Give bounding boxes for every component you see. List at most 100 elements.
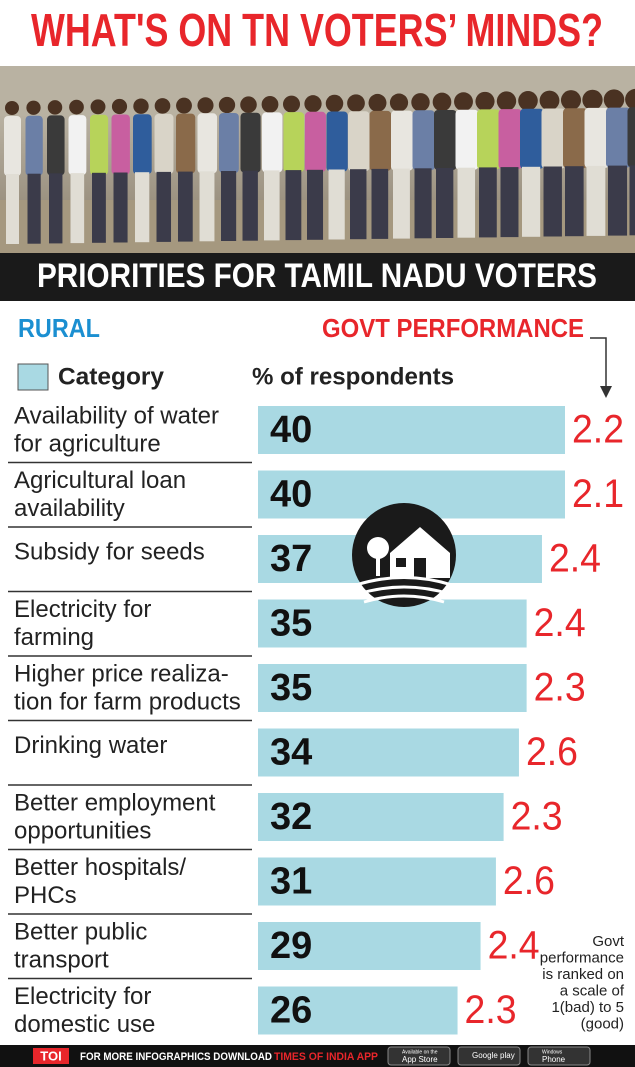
person-body xyxy=(262,112,283,173)
person-body xyxy=(348,111,370,172)
person-head xyxy=(347,94,365,113)
person-body xyxy=(326,111,348,172)
brand-box xyxy=(33,1048,69,1064)
house-icon xyxy=(352,503,456,607)
footer-brand: TOI xyxy=(40,1048,61,1063)
category-label: Better hospitals/ xyxy=(14,854,186,881)
category-label: Higher price realiza- xyxy=(14,660,229,687)
person-body xyxy=(176,113,196,174)
govt-performance-value: 2.4 xyxy=(549,537,601,581)
bar xyxy=(258,857,496,906)
person-legs xyxy=(414,168,432,239)
govt-performance-value: 2.6 xyxy=(526,730,578,774)
category-label: availability xyxy=(14,495,125,522)
person-head xyxy=(154,98,171,114)
person-legs xyxy=(608,165,628,236)
govt-performance-value: 2.4 xyxy=(534,601,586,645)
category-label: PHCs xyxy=(14,882,77,909)
bar xyxy=(258,664,527,712)
person-legs xyxy=(629,165,635,236)
govt-performance-value: 2.1 xyxy=(572,472,624,516)
person-head xyxy=(197,97,214,114)
person-head xyxy=(90,99,106,115)
person-head xyxy=(325,94,344,113)
bar xyxy=(258,793,504,841)
person-head xyxy=(603,89,625,110)
category-label: Better employment xyxy=(14,789,216,816)
category-label: Electricity for xyxy=(14,596,151,623)
footer-text: FOR MORE INFOGRAPHICS DOWNLOAD xyxy=(80,1051,272,1063)
category-label: Availability of water xyxy=(14,402,219,429)
person-head xyxy=(475,91,495,111)
arrow xyxy=(590,337,607,390)
bar-value-label: 29 xyxy=(270,925,312,967)
govt-performance-value: 2.6 xyxy=(503,859,555,903)
category-label: opportunities xyxy=(14,817,151,844)
app-badge-label: App Store xyxy=(402,1055,438,1064)
person-legs xyxy=(457,167,476,238)
bar xyxy=(258,922,481,970)
person-head xyxy=(133,98,149,114)
category-label: for agriculture xyxy=(14,430,161,457)
person-legs xyxy=(371,168,389,239)
person-body xyxy=(4,116,21,176)
person-body xyxy=(133,114,152,175)
app-badge xyxy=(457,1046,521,1066)
person-body xyxy=(68,115,87,176)
person-head xyxy=(5,101,19,115)
person-body xyxy=(369,110,392,171)
person-head xyxy=(582,89,603,111)
person-head xyxy=(368,93,387,112)
person-body xyxy=(154,113,174,174)
person-legs xyxy=(328,169,345,240)
person-legs xyxy=(479,167,497,238)
person-head xyxy=(432,92,452,112)
person-body xyxy=(391,110,414,171)
person-body xyxy=(219,113,239,173)
person-legs xyxy=(113,172,128,243)
bar xyxy=(258,599,527,648)
person-body xyxy=(305,111,326,172)
person-body xyxy=(477,109,501,170)
bar-value-label: 40 xyxy=(270,474,312,516)
legend-swatch xyxy=(17,363,49,391)
person-head xyxy=(282,95,301,113)
person-body xyxy=(283,112,305,173)
person-body xyxy=(240,112,261,173)
note-line: is ranked on xyxy=(542,966,624,983)
govt-performance-value: 2.3 xyxy=(465,988,517,1032)
arrow-head xyxy=(600,386,612,398)
person-body xyxy=(25,115,43,176)
bar-value-label: 35 xyxy=(270,603,312,645)
person-head xyxy=(539,90,560,111)
bar xyxy=(258,728,519,777)
person-body xyxy=(563,108,588,169)
legend-label: Category xyxy=(58,363,165,390)
govt-performance-header: GOVT PERFORMANCE xyxy=(322,313,584,343)
person-body xyxy=(90,114,109,175)
person-head xyxy=(47,100,63,115)
person-body xyxy=(455,109,479,170)
app-badge-label: Google play xyxy=(472,1051,515,1060)
category-label: farming xyxy=(14,624,94,651)
bar-value-label: 34 xyxy=(270,732,312,774)
person-legs xyxy=(350,169,367,240)
person-legs xyxy=(6,174,19,244)
person-legs xyxy=(307,169,324,240)
person-body xyxy=(541,108,566,169)
note-line: performance xyxy=(540,949,624,966)
bar-value-label: 32 xyxy=(270,796,312,838)
govt-performance-value: 2.3 xyxy=(534,666,586,710)
person-head xyxy=(218,96,236,114)
bar xyxy=(258,406,565,454)
category-label: tion for farm products xyxy=(14,688,241,715)
footer-app: TIMES OF INDIA APP xyxy=(274,1051,378,1063)
person-head xyxy=(518,91,538,111)
person-legs xyxy=(242,170,258,241)
person-legs xyxy=(264,170,280,241)
note-line: a scale of xyxy=(560,982,625,999)
bar xyxy=(258,986,458,1035)
person-head xyxy=(389,93,409,112)
person-head xyxy=(496,91,517,111)
person-body xyxy=(111,114,130,175)
